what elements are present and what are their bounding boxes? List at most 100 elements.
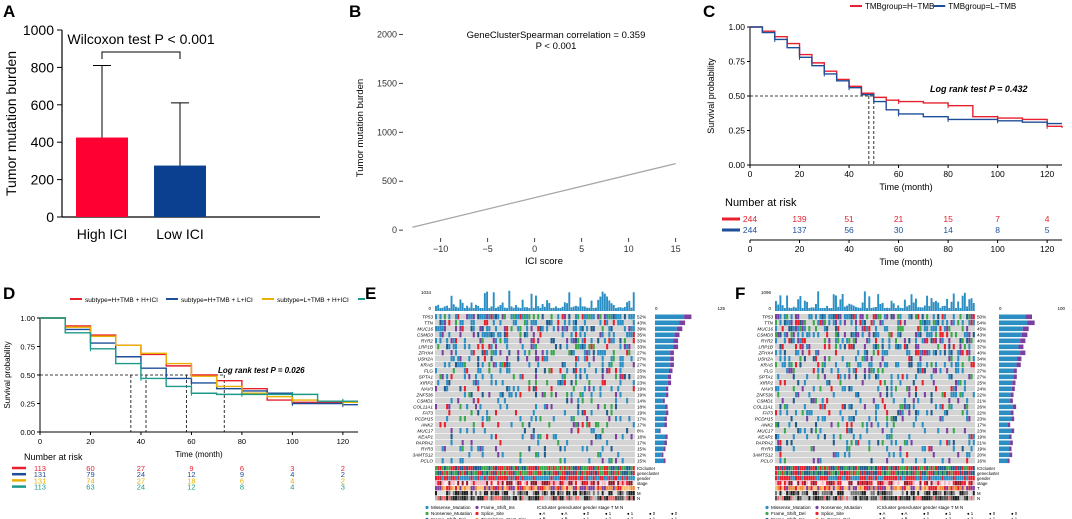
mutation-cell	[472, 380, 475, 386]
tmb-bar	[826, 305, 829, 311]
mutation-cell	[959, 350, 962, 356]
track-cell	[923, 486, 926, 491]
legend-dot	[475, 511, 479, 516]
track-cell	[950, 481, 953, 486]
mutation-cell	[597, 422, 600, 428]
track-cell	[812, 491, 815, 496]
track-cell	[550, 486, 553, 491]
tmb-bar	[866, 308, 869, 311]
track-cell	[846, 491, 849, 496]
track-cell	[895, 466, 898, 471]
track-cell	[617, 491, 620, 496]
track-cell	[810, 481, 813, 486]
tmb-bar	[852, 305, 855, 311]
side-bar	[655, 374, 668, 380]
track-cell	[450, 486, 453, 491]
mutation-cell	[872, 332, 875, 338]
track-cell	[972, 471, 975, 476]
mutation-cell	[446, 386, 449, 392]
track-cell	[543, 471, 546, 476]
mutation-cell	[472, 350, 475, 356]
tmb-bar	[583, 306, 586, 311]
mutation-cell	[857, 350, 860, 356]
mutation-cell	[901, 410, 904, 416]
mutation-cell	[581, 410, 584, 416]
track-cell	[572, 466, 575, 471]
track-cell	[463, 471, 466, 476]
mutation-cell	[601, 326, 604, 332]
track-cell	[968, 486, 971, 491]
mutation-cell	[906, 386, 909, 392]
mutation-cell	[912, 398, 915, 404]
side-bar	[655, 422, 665, 428]
mutation-cell	[577, 344, 580, 350]
mutation-cell	[492, 320, 495, 326]
track-cell	[868, 471, 871, 476]
mutation-cell	[939, 326, 942, 332]
mutation-cell	[863, 350, 866, 356]
track-cell	[521, 466, 524, 471]
mutation-cell	[461, 440, 464, 446]
track-cell	[861, 476, 864, 481]
mutation-cell	[563, 314, 566, 320]
mutation-cell	[919, 350, 922, 356]
track-cell	[626, 471, 629, 476]
track-cell	[612, 471, 615, 476]
tmb-bar	[963, 292, 966, 311]
track-cell	[810, 476, 813, 481]
tmb-bar	[806, 301, 809, 311]
track-cell	[899, 466, 902, 471]
mutation-cell	[619, 338, 622, 344]
track-cell	[921, 481, 924, 486]
mutation-cell	[817, 458, 820, 464]
mutation-cell	[490, 332, 493, 338]
track-cell	[510, 491, 513, 496]
track-cell	[899, 486, 902, 491]
track-cell	[486, 471, 489, 476]
mutation-cell	[472, 398, 475, 404]
mutation-cell	[537, 338, 540, 344]
track-cell	[859, 496, 862, 501]
track-cell	[586, 476, 589, 481]
mutation-cell	[963, 386, 966, 392]
track-cell	[837, 496, 840, 501]
gene-label: CSMD3	[417, 333, 434, 338]
mutation-cell	[819, 386, 822, 392]
mutation-cell	[879, 392, 882, 398]
track-cell	[830, 476, 833, 481]
mutation-cell	[563, 458, 566, 464]
track-cell	[919, 491, 922, 496]
track-cell	[483, 491, 486, 496]
track-cell	[883, 466, 886, 471]
track-cell	[848, 496, 851, 501]
track-cell	[435, 491, 438, 496]
track-cell	[470, 481, 473, 486]
track-cell	[550, 481, 553, 486]
mutation-cell	[783, 314, 786, 320]
mutation-cell	[610, 356, 613, 362]
x-tick-label: 120	[337, 437, 350, 446]
mutation-cell	[881, 398, 884, 404]
track-cell	[855, 491, 858, 496]
track-cell	[550, 496, 553, 501]
track-cell	[488, 491, 491, 496]
track-cell	[559, 491, 562, 496]
mutation-cell	[590, 440, 593, 446]
track-legend-level: ● B	[879, 517, 886, 519]
track-cell	[901, 466, 904, 471]
mutation-cell	[463, 374, 466, 380]
track-cell	[886, 471, 889, 476]
track-cell	[835, 491, 838, 496]
legend-item: Frame_Shift_Del	[431, 517, 465, 519]
tmb-bar	[630, 307, 633, 311]
mutation-cell	[472, 320, 475, 326]
track-cell	[590, 481, 593, 486]
track-cell	[868, 491, 871, 496]
mutation-cell	[619, 380, 622, 386]
y-tick-label: 200	[31, 172, 55, 188]
track-cell	[570, 476, 573, 481]
track-cell	[443, 466, 446, 471]
track-cell	[559, 471, 562, 476]
mutation-cell	[939, 332, 942, 338]
track-cell	[537, 486, 540, 491]
